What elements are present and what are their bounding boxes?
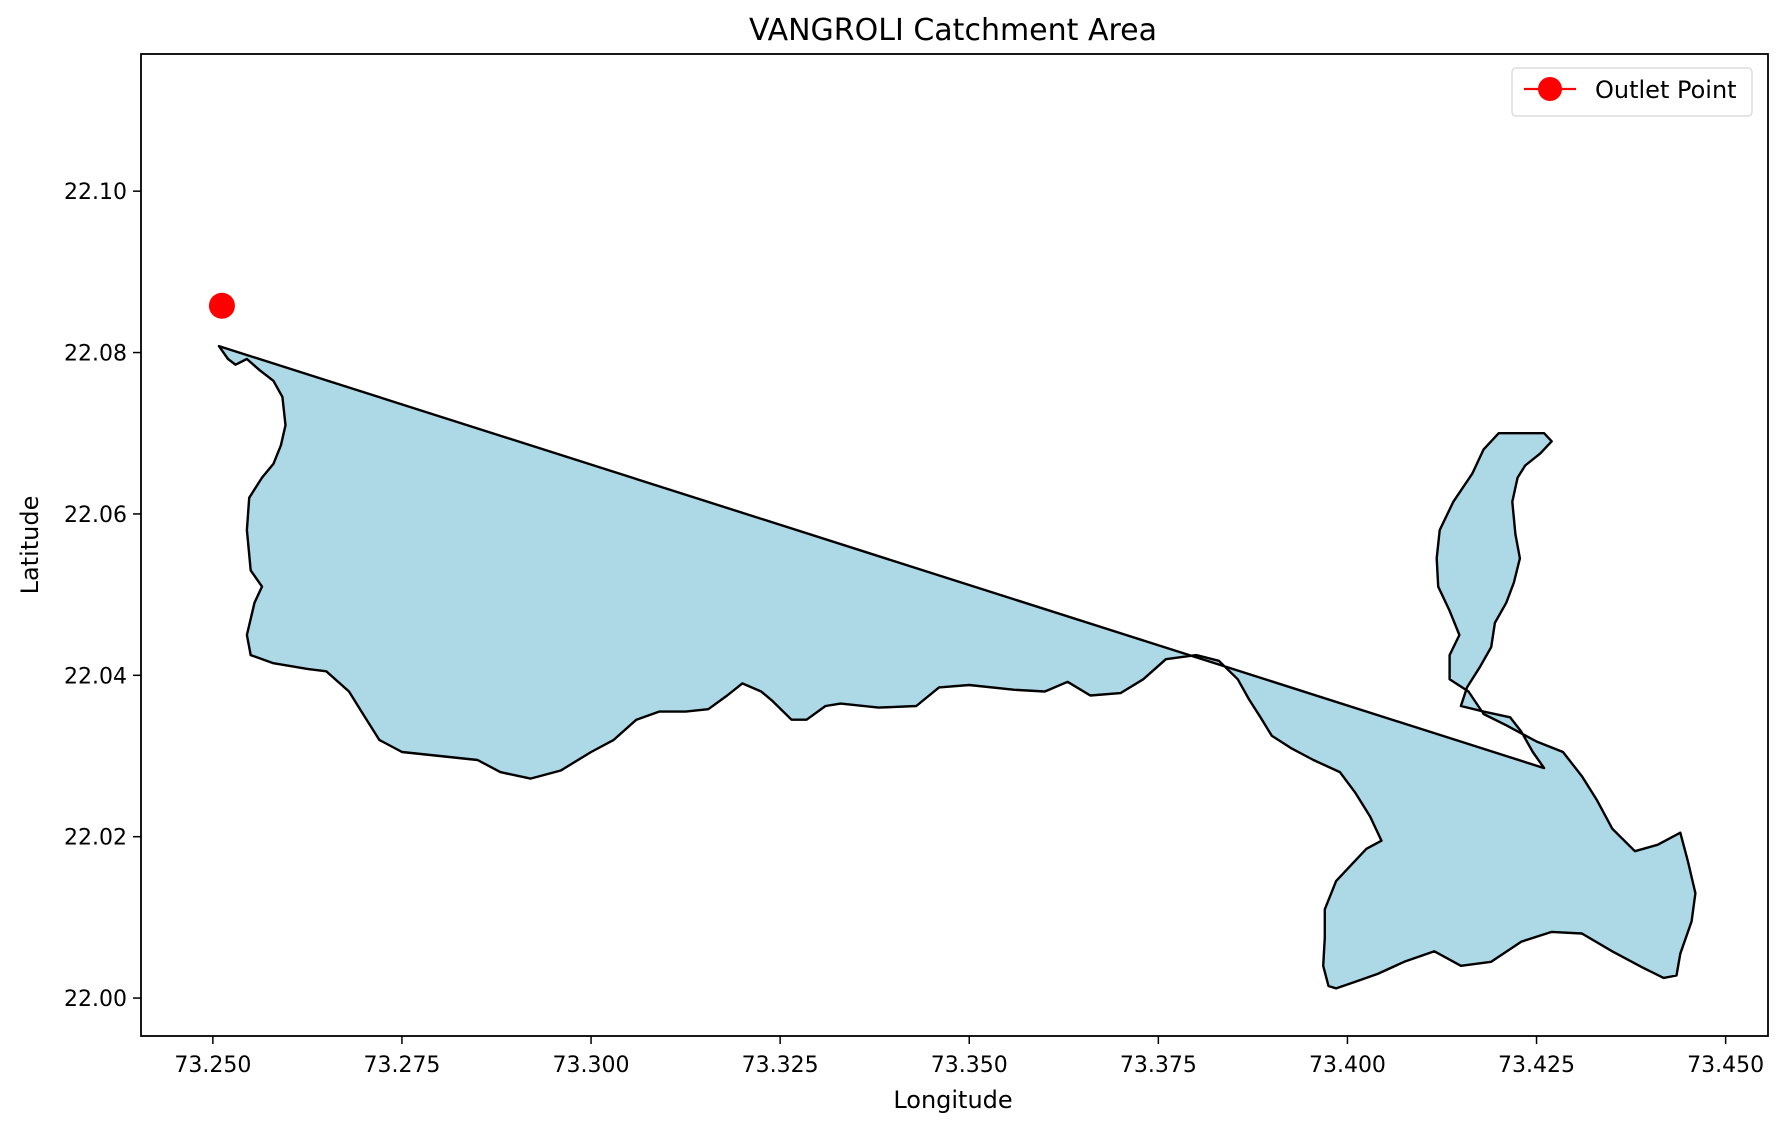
x-axis-label: Longitude: [893, 1086, 1012, 1114]
x-tick-label: 73.300: [553, 1053, 630, 1078]
y-tick-label: 22.00: [64, 987, 127, 1012]
x-tick-label: 73.275: [363, 1053, 440, 1078]
y-tick-label: 22.04: [64, 664, 127, 689]
y-tick-label: 22.02: [64, 826, 127, 851]
y-axis-ticks: 22.00 22.02 22.04 22.06 22.08 22.10: [64, 180, 141, 1012]
y-tick-label: 22.08: [64, 342, 127, 367]
plot-area: [208, 292, 1697, 990]
x-tick-label: 73.450: [1687, 1053, 1764, 1078]
catchment-polygon: [217, 344, 1697, 990]
x-tick-label: 73.425: [1498, 1053, 1575, 1078]
legend-outlet-label: Outlet Point: [1595, 76, 1737, 104]
y-tick-label: 22.10: [64, 180, 127, 205]
x-tick-label: 73.250: [174, 1053, 251, 1078]
x-axis-ticks: 73.250 73.275 73.300 73.325 73.350 73.375 73.4…: [174, 1036, 1764, 1078]
x-tick-label: 73.400: [1309, 1053, 1386, 1078]
y-tick-label: 22.06: [64, 503, 127, 528]
x-tick-label: 73.325: [742, 1053, 819, 1078]
legend-outlet-marker: [1538, 77, 1562, 101]
axes-frame: [140, 53, 1769, 1037]
x-tick-label: 73.375: [1120, 1053, 1197, 1078]
outlet-point-marker: [208, 292, 235, 319]
legend: Outlet Point: [1511, 67, 1753, 117]
legend-box: [1511, 67, 1753, 117]
chart-title: VANGROLI Catchment Area: [749, 13, 1157, 48]
y-axis-label: Latitude: [16, 496, 44, 595]
x-tick-label: 73.350: [931, 1053, 1008, 1078]
